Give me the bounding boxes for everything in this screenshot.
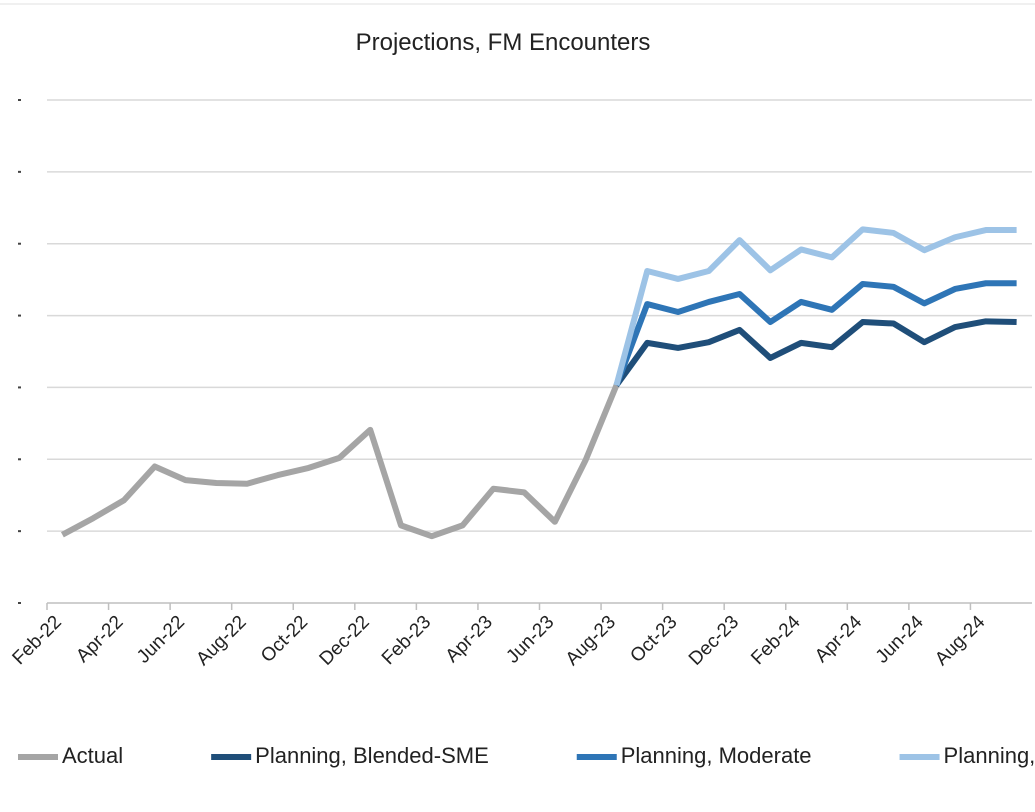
x-tick-label: Aug-22 (192, 612, 250, 670)
legend-label: Planning, Blended-SME (255, 743, 489, 768)
chart-title: Projections, FM Encounters (356, 29, 651, 56)
x-tick-label: Apr-22 (72, 612, 127, 667)
legend-label: Planning, Moderate (621, 743, 812, 768)
x-tick-label: Aug-24 (931, 611, 989, 669)
x-tick-label: Jun-22 (133, 612, 189, 668)
x-tick-label: Dec-22 (316, 612, 374, 670)
series-line (60, 384, 620, 540)
x-tick-label: Oct-22 (257, 612, 312, 667)
x-tick-label: Jun-24 (872, 611, 928, 667)
x-tick-label: Feb-23 (378, 612, 435, 669)
x-tick-label: Dec-23 (685, 612, 743, 670)
legend-label: Planning, High (944, 743, 1035, 768)
x-tick-label: Apr-23 (442, 612, 497, 667)
x-tick-label: Jun-23 (502, 612, 558, 668)
series-line (613, 226, 1017, 387)
x-tick-label: Apr-24 (811, 611, 866, 666)
x-tick-label: Aug-23 (562, 612, 620, 670)
legend-label: Actual (62, 743, 123, 768)
series-line (614, 318, 1017, 388)
series-line (613, 280, 1017, 387)
x-tick-label: Feb-22 (9, 612, 66, 669)
x-tick-label: Oct-23 (626, 612, 681, 667)
x-tick-label: Feb-24 (747, 611, 805, 669)
